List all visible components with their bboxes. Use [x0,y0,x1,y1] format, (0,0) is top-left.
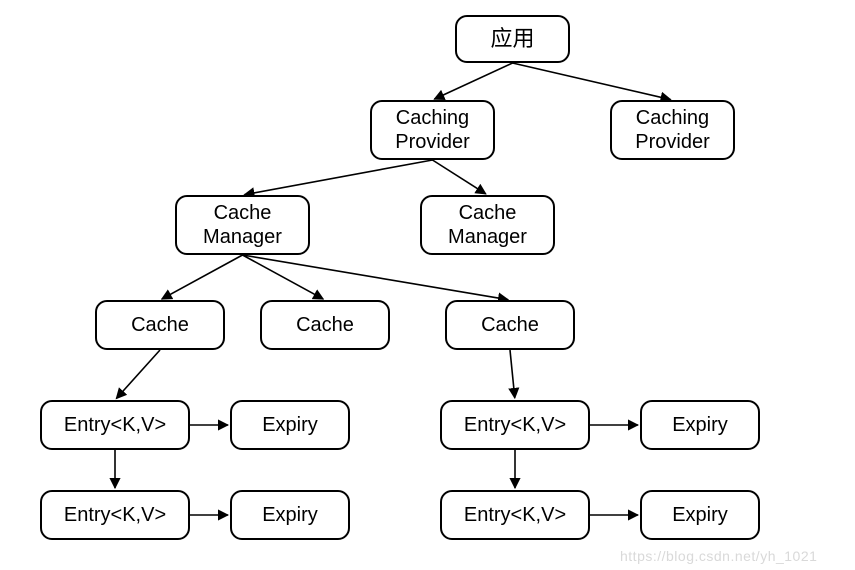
node-cache1: Cache [95,300,225,350]
edge-app-to-cp1 [434,63,512,99]
node-expiry3b: Expiry [640,490,760,540]
edge-cm1-to-cache2 [243,255,324,299]
edge-cp1-to-cm1 [244,160,432,195]
node-cache3: Cache [445,300,575,350]
node-entry1a: Entry<K,V> [40,400,190,450]
node-expiry1b: Expiry [230,490,350,540]
edges-layer [0,0,855,570]
node-entry1b: Entry<K,V> [40,490,190,540]
node-expiry3a: Expiry [640,400,760,450]
watermark-text: https://blog.csdn.net/yh_1021 [620,548,817,564]
node-cache2: Cache [260,300,390,350]
edge-cache3-to-entry3a [510,350,515,398]
node-cp1: Caching Provider [370,100,495,160]
edge-cm1-to-cache1 [162,255,243,299]
node-cm1: Cache Manager [175,195,310,255]
node-entry3b: Entry<K,V> [440,490,590,540]
node-cp2: Caching Provider [610,100,735,160]
node-cm2: Cache Manager [420,195,555,255]
node-app: 应用 [455,15,570,63]
node-entry3a: Entry<K,V> [440,400,590,450]
node-expiry1a: Expiry [230,400,350,450]
edge-cm1-to-cache3 [243,255,509,300]
edge-app-to-cp2 [513,63,671,100]
edge-cache1-to-entry1a [116,350,160,399]
edge-cp1-to-cm2 [433,160,486,194]
